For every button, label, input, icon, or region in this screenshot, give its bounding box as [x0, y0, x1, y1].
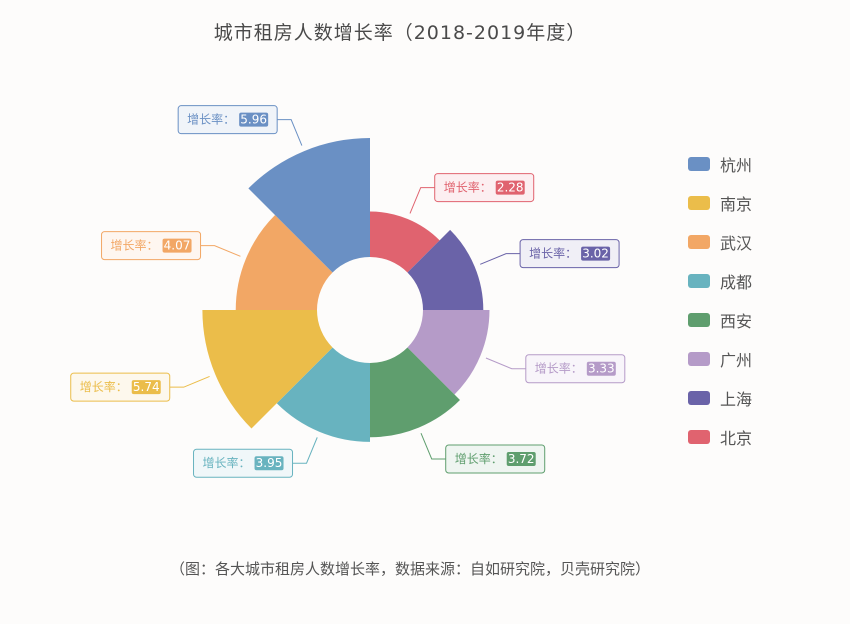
leader-line — [485, 357, 526, 370]
legend-swatch — [688, 234, 710, 249]
label-prefix: 增长率： — [111, 238, 159, 253]
legend-item[interactable]: 北京 — [688, 417, 808, 456]
legend-item[interactable]: 成都 — [688, 261, 808, 300]
label-value: 3.02 — [582, 247, 609, 261]
label-value-bg — [239, 112, 269, 127]
data-label: 增长率： 3.33 — [525, 354, 626, 384]
footnote: （图：各大城市租房人数增长率，数据来源：自如研究院，贝壳研究院） — [169, 560, 650, 578]
data-label: 增长率： 3.02 — [519, 239, 620, 269]
label-value: 4.07 — [164, 239, 191, 253]
label-value-bg — [162, 238, 192, 253]
rose-sector[interactable] — [276, 347, 370, 442]
leader-line — [409, 187, 435, 214]
label-prefix: 增长率： — [529, 246, 577, 261]
rose-sector[interactable] — [407, 229, 484, 310]
leader-line — [169, 375, 210, 388]
legend-label: 广州 — [720, 350, 753, 370]
label-value: 3.95 — [256, 456, 283, 470]
legend-item[interactable]: 杭州 — [688, 144, 808, 183]
leader-line — [420, 432, 446, 460]
legend-swatch — [688, 312, 710, 327]
legend: 杭州 南京 武汉 成都 西安 广州 上海 北京 — [688, 144, 808, 456]
legend-swatch — [688, 429, 710, 444]
leader-line — [292, 437, 318, 464]
legend-label: 上海 — [720, 389, 753, 409]
data-label: 增长率： 5.96 — [177, 105, 278, 135]
legend-swatch — [688, 195, 710, 210]
data-label: 增长率： 4.07 — [101, 231, 202, 261]
data-label: 增长率： 3.95 — [193, 448, 294, 478]
label-value: 5.96 — [240, 113, 267, 127]
legend-label: 杭州 — [720, 155, 753, 175]
rose-sector[interactable] — [235, 215, 333, 310]
label-prefix: 增长率： — [455, 451, 503, 466]
legend-item[interactable]: 武汉 — [688, 222, 808, 261]
label-value: 3.33 — [588, 362, 615, 376]
data-label: 增长率： 5.74 — [70, 372, 171, 402]
label-value-bg — [581, 246, 611, 261]
legend-swatch — [688, 156, 710, 171]
data-label: 增长率： 3.72 — [445, 444, 546, 474]
leader-line — [200, 245, 241, 257]
legend-swatch — [688, 390, 710, 405]
label-value-bg — [495, 180, 525, 195]
label-value: 3.72 — [508, 452, 535, 466]
label-value-bg — [586, 361, 616, 376]
leader-line — [277, 119, 303, 146]
chart-title: 城市租房人数增长率（2018-2019年度） — [213, 22, 587, 44]
label-prefix: 增长率： — [444, 180, 492, 195]
rose-sector[interactable] — [370, 211, 440, 273]
data-label: 增长率： 2.28 — [434, 173, 535, 203]
legend-label: 成都 — [720, 272, 753, 292]
legend-item[interactable]: 西安 — [688, 300, 808, 339]
rose-sector[interactable] — [407, 310, 490, 395]
label-prefix: 增长率： — [187, 112, 235, 127]
label-prefix: 增长率： — [80, 379, 128, 394]
rose-sector[interactable] — [370, 347, 460, 438]
rose-sector[interactable] — [248, 138, 370, 273]
legend-label: 西安 — [720, 311, 753, 331]
rose-sector[interactable] — [202, 310, 333, 429]
legend-swatch — [688, 273, 710, 288]
legend-label: 南京 — [720, 194, 753, 214]
label-value: 5.74 — [133, 380, 160, 394]
legend-swatch — [688, 351, 710, 366]
legend-label: 北京 — [720, 428, 753, 448]
label-value-bg — [131, 380, 161, 395]
leader-line — [480, 253, 521, 265]
legend-label: 武汉 — [720, 233, 753, 253]
label-value: 2.28 — [497, 181, 524, 195]
legend-item[interactable]: 南京 — [688, 183, 808, 222]
legend-item[interactable]: 上海 — [688, 378, 808, 417]
label-prefix: 增长率： — [535, 361, 583, 376]
label-value-bg — [506, 451, 536, 466]
label-prefix: 增长率： — [203, 455, 251, 470]
label-value-bg — [254, 456, 284, 471]
legend-item[interactable]: 广州 — [688, 339, 808, 378]
